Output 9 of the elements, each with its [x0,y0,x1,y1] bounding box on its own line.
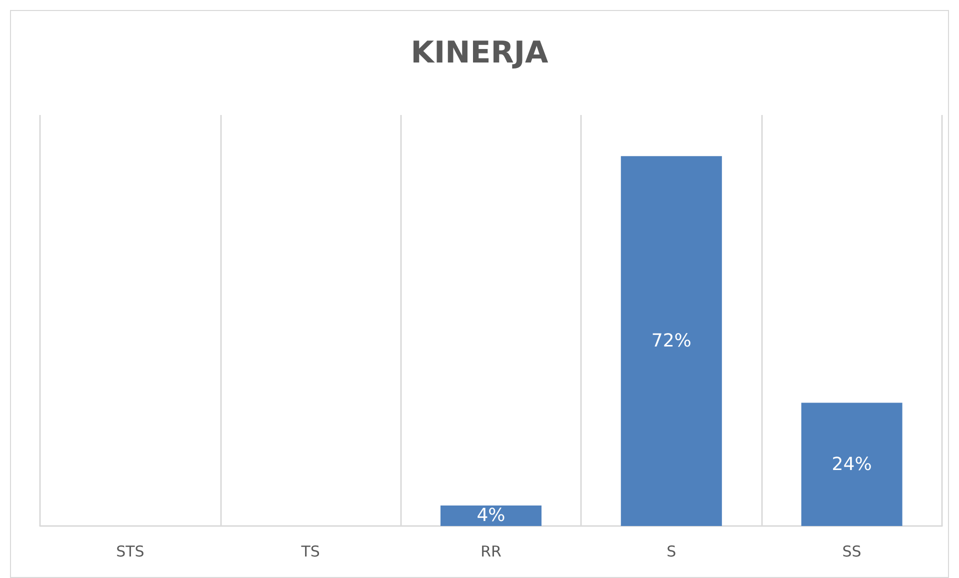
x-tick-label: SS [842,542,862,560]
chart-title: KINERJA [410,36,550,70]
x-tick-label: RR [480,542,502,560]
data-label: 4% [476,505,506,526]
x-tick-label: S [666,542,676,560]
x-tick-label: STS [116,542,144,560]
x-tick-label: TS [300,542,320,560]
data-label: 24% [832,454,872,475]
data-label: 72% [651,330,692,352]
